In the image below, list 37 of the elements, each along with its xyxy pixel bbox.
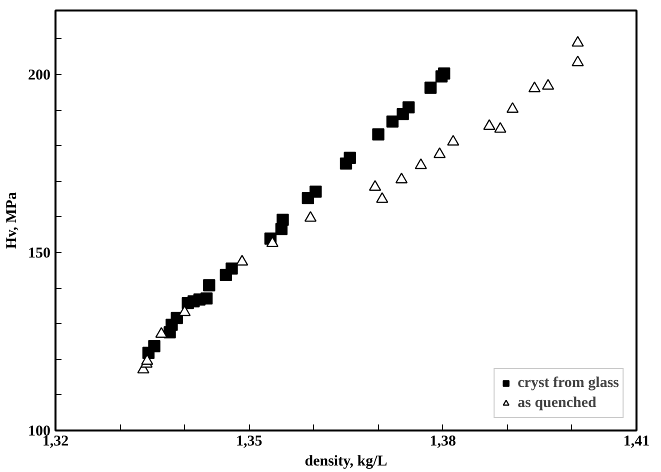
y-tick-label: 150 xyxy=(28,246,50,262)
point xyxy=(386,115,399,128)
point xyxy=(572,56,584,66)
point xyxy=(372,128,384,140)
y-tick-label: 200 xyxy=(28,68,50,84)
point xyxy=(310,186,322,198)
point xyxy=(148,340,160,352)
x-axis-title: density, kg/L xyxy=(304,454,388,470)
x-tick-label: 1,41 xyxy=(623,434,650,450)
point xyxy=(276,214,289,226)
point xyxy=(447,134,460,146)
point xyxy=(438,67,450,80)
point xyxy=(494,122,506,133)
point xyxy=(395,172,408,184)
point xyxy=(226,262,238,275)
point xyxy=(414,158,427,170)
point xyxy=(304,211,317,222)
point xyxy=(483,119,496,130)
point xyxy=(402,101,415,114)
point xyxy=(434,147,446,158)
point xyxy=(368,180,382,191)
point xyxy=(200,292,213,305)
y-axis-title: Hv, MPa xyxy=(4,192,20,249)
point xyxy=(376,192,388,203)
point xyxy=(344,152,356,164)
point xyxy=(528,82,541,92)
x-tick-label: 1,35 xyxy=(236,434,262,450)
point xyxy=(424,82,437,94)
point xyxy=(236,254,248,266)
legend-label: as quenched xyxy=(518,394,596,412)
point xyxy=(572,36,584,47)
point xyxy=(155,327,168,338)
point xyxy=(506,102,519,113)
x-tick-label: 1,38 xyxy=(430,434,456,450)
point xyxy=(542,79,554,90)
point xyxy=(203,279,216,292)
legend-label: cryst from glass xyxy=(518,374,619,392)
